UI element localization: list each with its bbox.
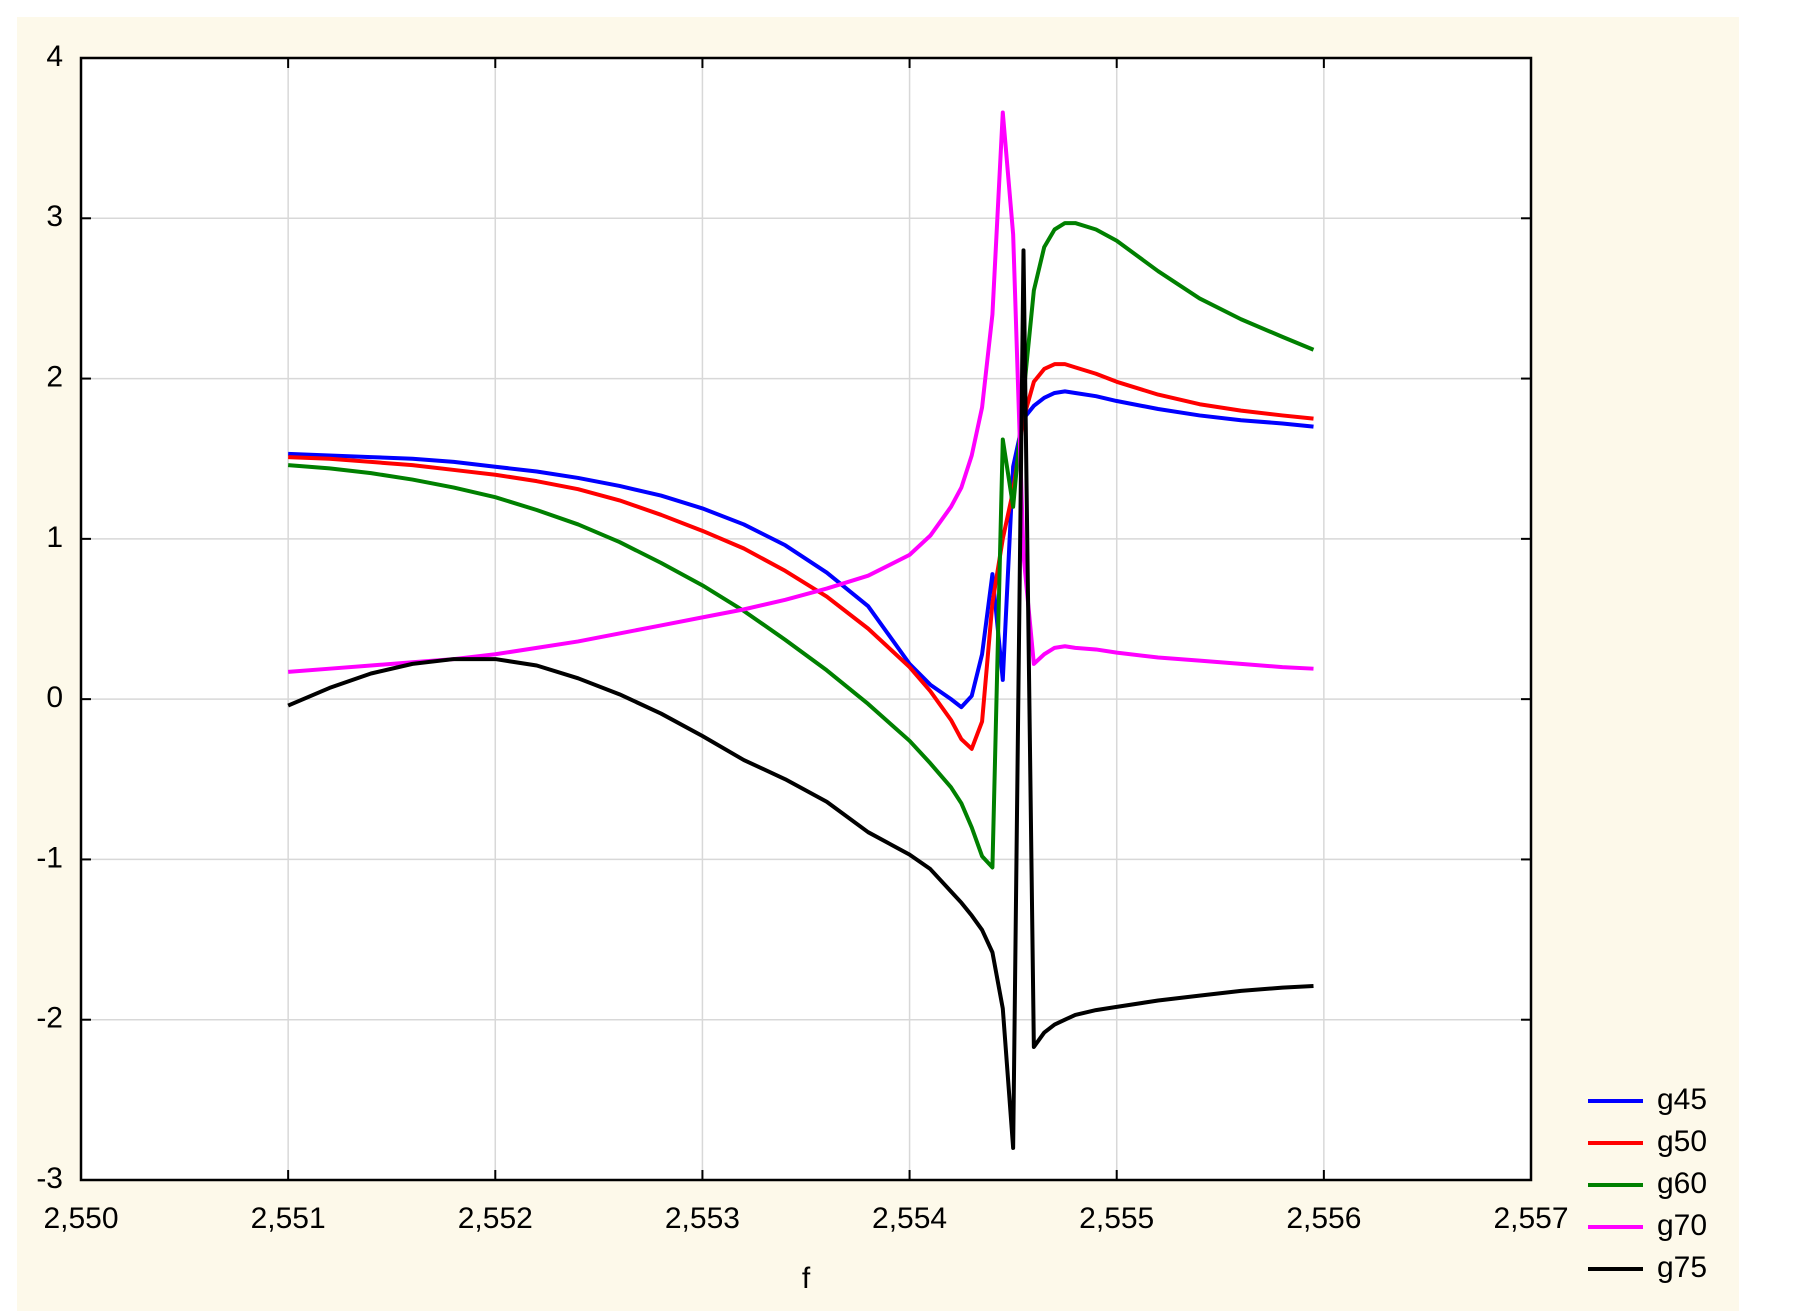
legend-label: g60 bbox=[1657, 1167, 1707, 1200]
x-tick-label: 2,557 bbox=[1493, 1202, 1568, 1235]
series-line bbox=[287, 248, 1314, 1150]
y-tick-label: 4 bbox=[46, 40, 63, 73]
y-tick-label: 1 bbox=[46, 521, 63, 554]
y-tick-label: 3 bbox=[46, 200, 63, 233]
x-tick-label: 2,555 bbox=[1079, 1202, 1154, 1235]
series-line bbox=[287, 110, 1314, 674]
plot-area bbox=[81, 58, 1531, 1180]
y-tick-label: -2 bbox=[36, 1002, 63, 1035]
y-tick-label: -1 bbox=[36, 841, 63, 874]
legend-label: g45 bbox=[1657, 1083, 1707, 1116]
x-tick-label: 2,551 bbox=[251, 1202, 326, 1235]
x-tick-label: 2,552 bbox=[458, 1202, 533, 1235]
legend-label: g75 bbox=[1657, 1251, 1707, 1284]
legend-label: g70 bbox=[1657, 1209, 1707, 1242]
y-tick-label: -3 bbox=[36, 1162, 63, 1195]
plot-frame bbox=[79, 56, 1533, 1182]
series-line bbox=[288, 389, 1314, 710]
x-tick-label: 2,550 bbox=[43, 1202, 118, 1235]
series-line bbox=[287, 221, 1315, 870]
y-tick-label: 0 bbox=[46, 681, 63, 714]
series-line bbox=[288, 362, 1314, 751]
x-axis-label: f bbox=[802, 1262, 811, 1295]
legend-label: g50 bbox=[1657, 1125, 1707, 1158]
x-tick-label: 2,556 bbox=[1286, 1202, 1361, 1235]
x-tick-label: 2,554 bbox=[872, 1202, 947, 1235]
x-tick-label: 2,553 bbox=[665, 1202, 740, 1235]
y-tick-label: 2 bbox=[46, 360, 63, 393]
